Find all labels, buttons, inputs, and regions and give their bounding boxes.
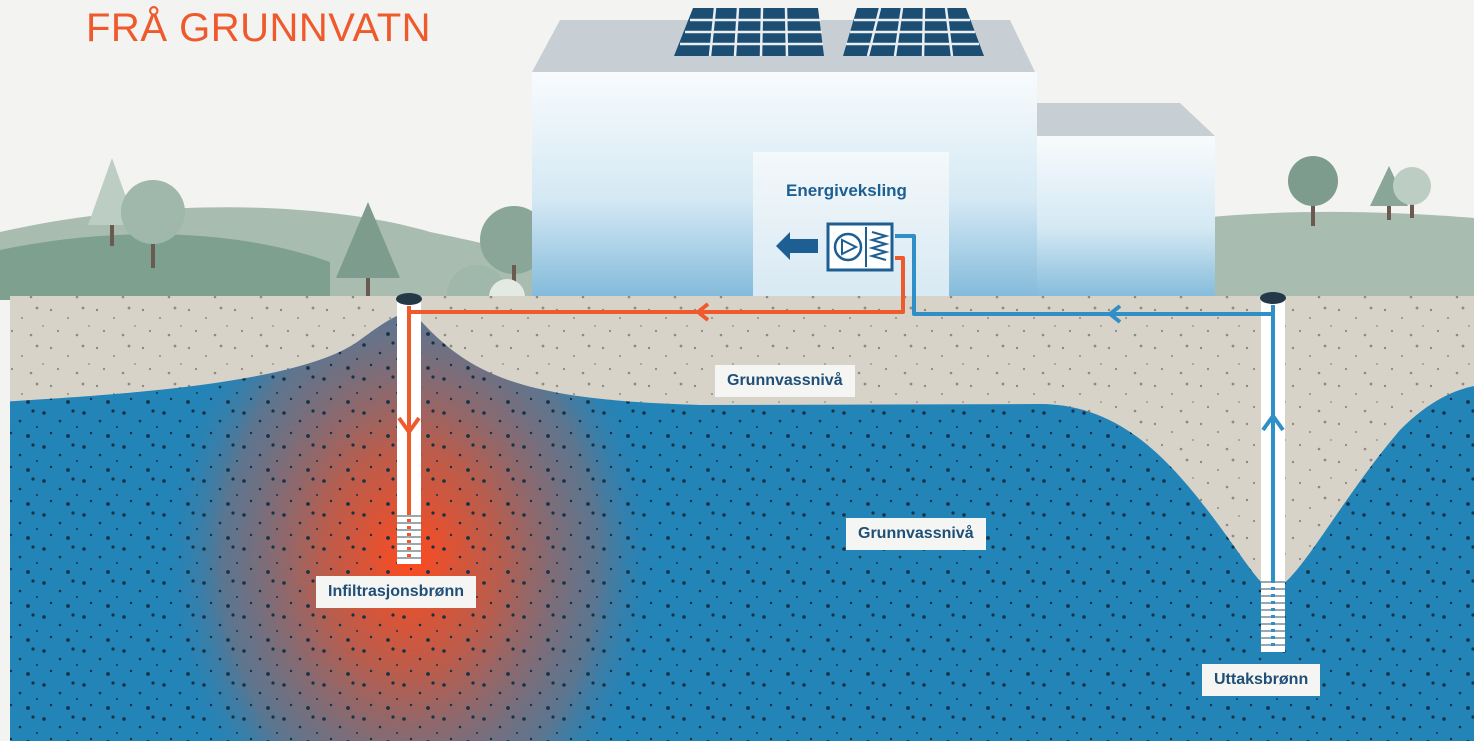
solar-panel-icon [674,7,984,57]
infiltration-well-label: Infiltrasjonsbrønn [316,576,476,608]
hill-left-front [0,234,330,300]
trees-right [1288,156,1431,226]
extraction-well-label: Uttaksbrønn [1202,664,1321,696]
cold-pipe [895,234,1273,324]
groundwater-level-label-upper: Grunnvassnivå [715,365,855,397]
heat-exchanger-icon [826,222,894,272]
diagram-title: FRÅ GRUNNVATN [86,6,432,50]
arrow-left-icon [776,232,818,260]
energy-exchange-label: Energiveksling [786,181,907,200]
hill-right [1200,211,1474,300]
building [532,20,1215,302]
extraction-well [1260,292,1286,652]
infiltration-well [396,293,422,564]
groundwater-level-label-lower: Grunnvassnivå [846,518,986,550]
warm-pipe [409,256,905,322]
